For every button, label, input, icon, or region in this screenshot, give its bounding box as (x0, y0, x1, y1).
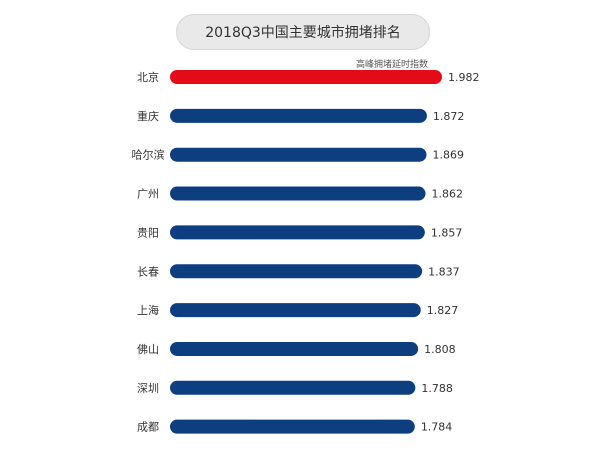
category-label: 广州 (137, 188, 159, 201)
series-label: 高峰拥堵延时指数 (356, 60, 429, 70)
value-label: 1.869 (432, 149, 464, 162)
category-label: 深圳 (137, 382, 159, 395)
value-label: 1.857 (431, 226, 463, 239)
category-label: 重庆 (137, 109, 159, 123)
bar (170, 341, 419, 356)
category-label: 哈尔滨 (132, 148, 165, 162)
category-label: 长春 (137, 265, 159, 278)
bar (170, 225, 425, 240)
category-label: 成都 (137, 421, 159, 434)
category-label: 北京 (137, 70, 159, 84)
value-label: 1.982 (448, 71, 480, 84)
category-label: 佛山 (137, 343, 159, 356)
bar (170, 70, 442, 84)
bar (170, 108, 427, 123)
chart-title: 2018Q3中国主要城市拥堵排名 (176, 14, 430, 50)
value-label: 1.784 (421, 421, 453, 434)
bar (170, 419, 415, 434)
category-label: 贵阳 (137, 226, 159, 239)
bar (170, 147, 427, 162)
value-label: 1.862 (432, 188, 464, 201)
value-label: 1.827 (427, 304, 459, 317)
category-label: 上海 (137, 303, 159, 317)
value-label: 1.837 (428, 265, 460, 278)
value-label: 1.872 (433, 110, 465, 123)
bar (170, 264, 423, 279)
value-label: 1.788 (421, 382, 453, 395)
bar (170, 186, 426, 201)
bar (170, 380, 416, 395)
bar (170, 303, 421, 318)
value-label: 1.808 (424, 343, 456, 356)
